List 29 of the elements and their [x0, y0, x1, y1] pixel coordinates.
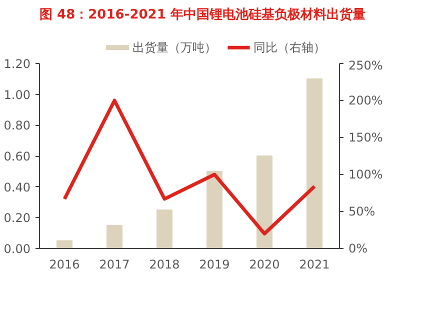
x-tick-label: 2016 — [49, 258, 80, 272]
y2-tick-label: 150% — [348, 130, 383, 144]
y2-tick-label: 50% — [348, 204, 376, 218]
x-tick-label: 2018 — [149, 258, 180, 272]
chart-title: 图 48：2016-2021 年中国锂电池硅基负极材料出货量 — [40, 6, 366, 22]
y-tick-label: 1.00 — [4, 88, 30, 102]
y2-tick-label: 100% — [348, 168, 383, 182]
line-series — [62, 98, 316, 236]
y2-tick-label: 200% — [348, 94, 383, 108]
y-tick-label: 0.20 — [4, 211, 30, 226]
y-tick-label: 0.00 — [4, 242, 30, 256]
bar — [256, 156, 272, 248]
bar — [306, 78, 322, 248]
bar — [56, 240, 72, 248]
bar — [206, 170, 222, 248]
x-tick-label: 2020 — [249, 258, 280, 272]
y2-tick-label: 250% — [348, 58, 383, 72]
y2-tick-label: 0% — [348, 242, 368, 256]
y-tick-label: 0.40 — [4, 180, 30, 194]
bar — [156, 209, 172, 248]
legend-label: 同比（右轴） — [254, 40, 326, 55]
bar — [106, 224, 122, 248]
x-tick-label: 2017 — [99, 258, 130, 272]
y-tick-label: 0.80 — [4, 118, 30, 133]
y-tick-label: 1.20 — [4, 57, 30, 71]
x-tick-label: 2021 — [299, 258, 330, 272]
x-tick-label: 2019 — [199, 258, 230, 272]
y-tick-label: 0.60 — [4, 150, 30, 164]
legend-label: 出货量（万吨） — [132, 40, 216, 55]
